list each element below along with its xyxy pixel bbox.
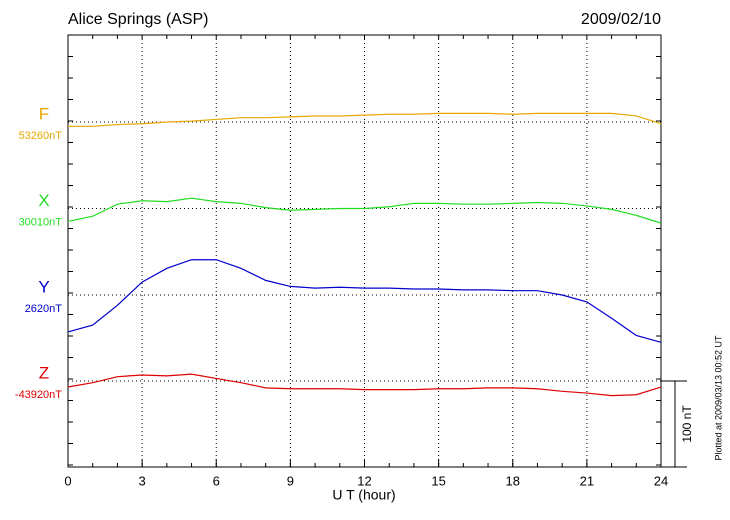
baseline-label: 30010nT	[19, 216, 63, 228]
footnote: Plotted at 2009/03/13 00:52 UT	[713, 335, 723, 461]
trace	[68, 112, 662, 127]
chart-date: 2009/02/10	[581, 11, 661, 28]
baseline-label: -43920nT	[15, 389, 62, 401]
baseline-label: 2620nT	[25, 303, 63, 315]
x-axis-label: U T (hour)	[332, 487, 395, 503]
component-label: Y	[38, 277, 49, 296]
component-label: Z	[39, 363, 49, 382]
scale-bar-label: 100 nT	[680, 405, 694, 443]
chart-title: Alice Springs (ASP)	[68, 11, 209, 28]
x-tick-label: 0	[64, 473, 71, 488]
baseline-label: 53260nT	[19, 130, 63, 142]
x-tick-label: 15	[431, 473, 445, 488]
component-label: X	[38, 191, 49, 210]
trace	[67, 259, 662, 343]
x-tick-label: 12	[357, 473, 371, 488]
x-tick-label: 21	[580, 473, 594, 488]
trace	[67, 197, 662, 224]
x-tick-label: 6	[213, 473, 220, 488]
component-label: F	[39, 104, 49, 123]
x-tick-label: 9	[287, 473, 294, 488]
x-tick-label: 24	[654, 473, 668, 488]
x-tick-label: 18	[506, 473, 520, 488]
trace	[67, 373, 662, 397]
x-tick-label: 3	[139, 473, 146, 488]
